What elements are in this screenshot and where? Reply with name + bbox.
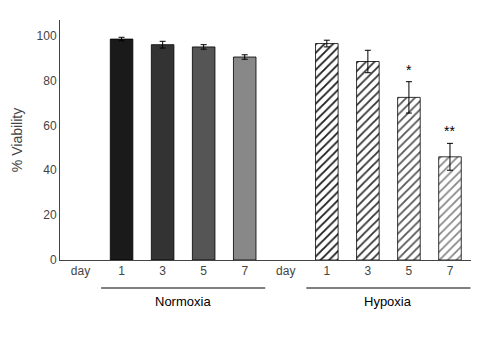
svg-text:day: day	[276, 264, 295, 278]
svg-text:100: 100	[37, 29, 57, 43]
svg-text:20: 20	[43, 208, 57, 222]
svg-text:% Viability: % Viability	[9, 108, 25, 172]
svg-text:0: 0	[50, 253, 57, 267]
svg-text:3: 3	[365, 264, 372, 278]
svg-text:60: 60	[43, 119, 57, 133]
svg-text:1: 1	[323, 264, 330, 278]
svg-text:7: 7	[447, 264, 454, 278]
svg-text:3: 3	[159, 264, 166, 278]
svg-text:1: 1	[118, 264, 125, 278]
svg-text:day: day	[71, 264, 90, 278]
svg-text:*: *	[406, 62, 412, 78]
svg-text:7: 7	[241, 264, 248, 278]
svg-text:**: **	[444, 123, 455, 139]
svg-text:40: 40	[43, 163, 57, 177]
svg-text:5: 5	[200, 264, 207, 278]
svg-text:5: 5	[406, 264, 413, 278]
svg-text:Hypoxia: Hypoxia	[364, 294, 412, 309]
svg-text:80: 80	[43, 74, 57, 88]
svg-text:Normoxia: Normoxia	[155, 294, 211, 309]
